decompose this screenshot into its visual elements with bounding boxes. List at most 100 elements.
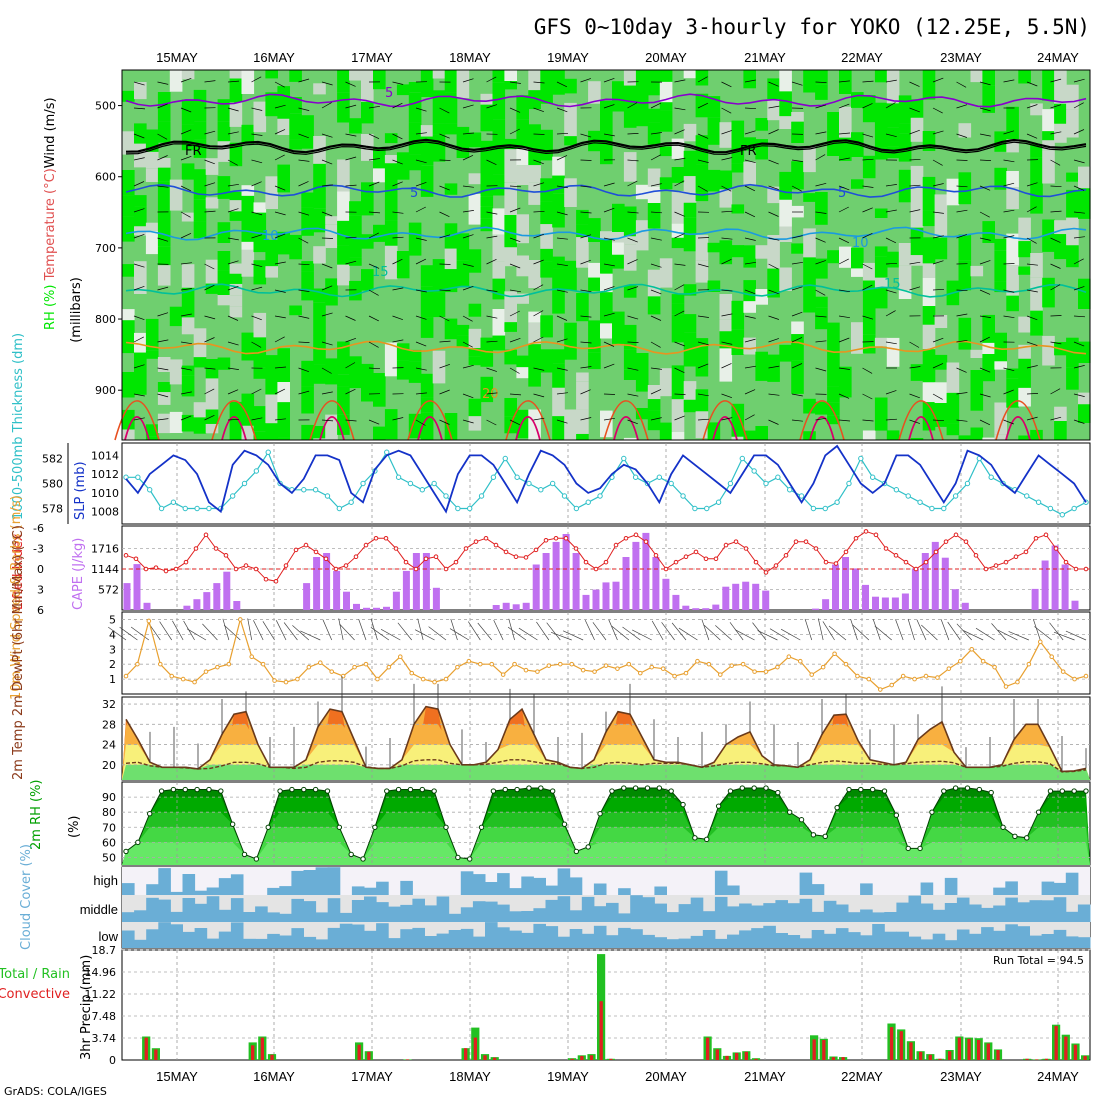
rh-cell — [922, 349, 936, 383]
rh-cell — [516, 214, 529, 244]
wind-barb — [345, 388, 356, 395]
cloud-bar — [751, 905, 764, 922]
wind-barb — [338, 618, 344, 641]
wind-barb — [533, 336, 544, 343]
rh-cell — [803, 280, 816, 313]
contour-line — [125, 226, 1087, 241]
rh-cell — [504, 398, 517, 417]
thickness-point — [988, 474, 994, 480]
li-point — [353, 554, 359, 560]
cloud-bar — [981, 927, 994, 948]
rh-cell — [755, 426, 768, 440]
precip-conv-bar — [812, 1039, 816, 1060]
cape-bar — [852, 568, 859, 610]
wind-barb — [862, 284, 873, 291]
wind-barb — [130, 626, 150, 641]
li-point — [253, 566, 259, 572]
wind-barb — [251, 76, 262, 83]
cloud-bar — [690, 897, 704, 922]
cloud-bar — [436, 896, 450, 922]
cloud-bar — [194, 928, 208, 948]
li-point — [1043, 532, 1049, 538]
wind-barb — [509, 128, 520, 135]
cloud-bar — [497, 904, 510, 922]
precip-conv-bar — [154, 1049, 158, 1060]
rh-cell — [157, 382, 171, 393]
wind-barb — [1050, 315, 1062, 317]
rh-cell — [301, 271, 314, 301]
rh-cell — [444, 70, 458, 80]
wind-barb — [415, 206, 426, 213]
rh-cell — [313, 179, 326, 191]
precip-conv-bar — [405, 1059, 410, 1060]
wind-speed-point — [363, 661, 369, 667]
wind-barb — [392, 287, 404, 291]
rh-cell — [265, 70, 278, 79]
wind-barb — [251, 234, 263, 239]
thickness-tick-label: 580 — [42, 478, 63, 491]
wind-barb — [180, 107, 192, 113]
li-tick-label: 0 — [37, 563, 44, 576]
wind-barb — [1073, 78, 1085, 83]
cloud-bar — [569, 910, 583, 922]
li-point — [823, 559, 829, 565]
wind-speed-point — [557, 661, 563, 667]
wind-barb — [956, 185, 968, 188]
li-point — [333, 566, 339, 572]
wind-barb — [1003, 263, 1015, 265]
li-point — [763, 570, 769, 575]
cloud-bar — [460, 871, 474, 895]
cloud-bar — [400, 929, 413, 948]
wind-barb — [1003, 419, 1014, 425]
wind-barb — [298, 315, 310, 319]
thickness-point — [597, 493, 603, 499]
contour-bump — [809, 416, 835, 441]
li-point — [913, 566, 919, 572]
thickness-point — [858, 455, 864, 462]
wind-barb — [462, 132, 475, 135]
cloud-bar — [618, 927, 631, 948]
cloud-bar — [1065, 936, 1079, 948]
wind-barb — [885, 418, 898, 421]
wind-barb — [674, 393, 686, 395]
cape-bar — [1041, 560, 1049, 610]
temp-axis-title: 2m Temp 2m DewPt (6hr Min/Max) (°C) — [11, 525, 26, 780]
wind-barb — [358, 619, 367, 641]
wind-barb — [107, 626, 127, 641]
rh-cell — [157, 92, 171, 122]
cloud-bar — [1005, 881, 1018, 895]
cape-bar — [951, 589, 959, 610]
rh-cell — [408, 154, 422, 171]
wind-barb — [183, 620, 195, 641]
rh-cell — [337, 245, 350, 265]
cloud-bar — [485, 922, 498, 948]
cloud-bar — [122, 883, 135, 895]
cloud-bar — [993, 930, 1006, 948]
wind-barb — [251, 315, 262, 321]
cloud-bar — [122, 930, 135, 948]
rh-cell — [289, 70, 302, 82]
wind-speed-point — [740, 661, 746, 667]
wind-barb — [247, 618, 253, 641]
wind-barb — [180, 367, 192, 371]
wind-barb — [462, 285, 474, 291]
wind-barb — [509, 107, 521, 113]
wind-barb — [979, 419, 991, 426]
wind-barb — [791, 311, 803, 317]
cloud-bar — [509, 930, 522, 948]
rh-cell — [480, 218, 494, 232]
rh-point — [443, 824, 449, 830]
slp-tick-label: 1012 — [91, 468, 119, 481]
rh-cell — [623, 369, 637, 380]
wind-barb — [768, 211, 779, 217]
cape-bar — [732, 583, 740, 610]
date-label-top: 21MAY — [744, 50, 786, 65]
rh-cell — [1018, 217, 1031, 242]
rh-point — [656, 785, 663, 791]
wind-speed-point — [660, 666, 666, 671]
rh-cell — [970, 265, 984, 277]
rh-cell — [623, 70, 637, 86]
thickness-point — [1071, 505, 1077, 512]
rh-cell — [683, 150, 697, 177]
li-point — [723, 542, 729, 548]
